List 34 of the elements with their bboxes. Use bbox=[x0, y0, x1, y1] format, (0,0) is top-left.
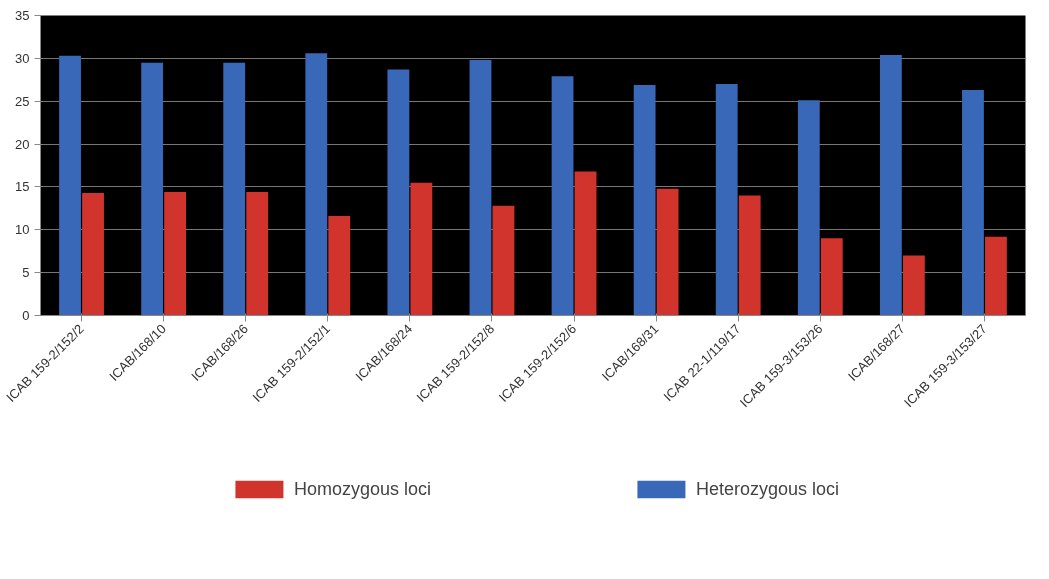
legend-label: Heterozygous loci bbox=[695, 478, 840, 500]
bar bbox=[141, 62, 164, 316]
bar bbox=[574, 171, 597, 316]
y-tick-label: 0 bbox=[22, 308, 30, 323]
bar bbox=[715, 84, 738, 316]
bar bbox=[59, 55, 81, 316]
bar bbox=[820, 238, 843, 316]
bar bbox=[985, 236, 1007, 316]
y-tick-label: 30 bbox=[15, 50, 30, 66]
bar bbox=[223, 62, 246, 316]
bar bbox=[410, 182, 433, 316]
bar bbox=[164, 192, 187, 316]
bar bbox=[633, 84, 656, 316]
bar bbox=[551, 76, 574, 316]
bar bbox=[387, 69, 410, 316]
bar bbox=[902, 255, 925, 316]
legend-label: Homozygous loci bbox=[293, 478, 431, 500]
bar bbox=[328, 216, 351, 316]
y-tick-label: 5 bbox=[22, 265, 30, 281]
bar bbox=[656, 188, 679, 316]
bar bbox=[305, 53, 328, 316]
bar bbox=[962, 90, 984, 316]
bar bbox=[797, 100, 820, 316]
bar bbox=[492, 205, 515, 316]
y-tick-label: 20 bbox=[15, 136, 30, 152]
bar bbox=[879, 54, 902, 316]
bar bbox=[738, 195, 761, 316]
y-tick-label: 15 bbox=[15, 179, 30, 195]
y-tick-label: 35 bbox=[15, 8, 30, 23]
y-tick-label: 25 bbox=[15, 93, 30, 109]
bar bbox=[246, 192, 269, 316]
bar bbox=[82, 192, 104, 316]
y-tick-label: 10 bbox=[15, 222, 30, 238]
bar bbox=[469, 60, 492, 316]
